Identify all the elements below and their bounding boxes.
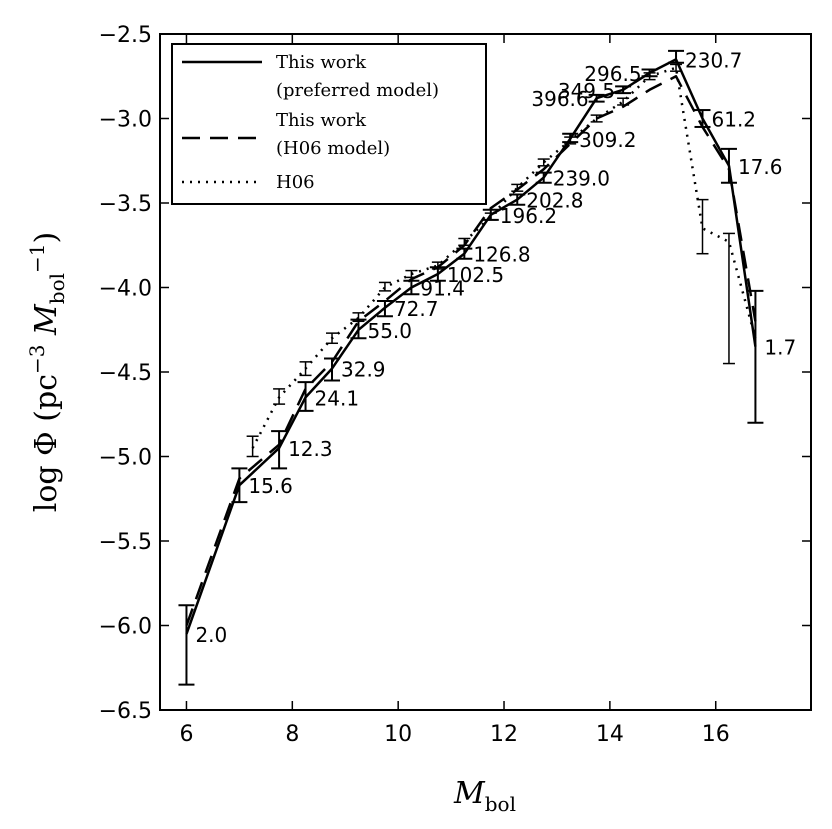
point-label-10: 196.2 (500, 204, 557, 228)
x-tick-label-2: 10 (384, 722, 412, 747)
point-label-20: 1.7 (764, 336, 796, 360)
series-line-dashed (185, 75, 757, 626)
error-bar-6 (376, 300, 393, 318)
x-tick-label-5: 16 (702, 722, 730, 747)
point-label-4: 32.9 (341, 358, 386, 382)
h06-error-bar-14 (617, 97, 630, 106)
y-tick-label-6: −3.5 (99, 192, 152, 217)
y-tick-label-5: −4.0 (99, 277, 152, 302)
y-tick-label-7: −3.0 (99, 108, 152, 133)
x-tick-label-1: 8 (285, 722, 299, 747)
error-bar-9 (456, 247, 473, 260)
y-tick-label-1: −6.0 (99, 615, 152, 640)
point-labels: 2.0 15.6 12.3 24.1 32.9 55.072.791.4102.5126.… (195, 48, 796, 647)
error-bar-20 (747, 289, 764, 424)
legend-box (171, 43, 487, 205)
x-axis-title-main: M (453, 776, 486, 811)
h06-error-bar-17 (696, 198, 709, 255)
point-label-1: 15.6 (248, 474, 293, 498)
point-label-9: 126.8 (473, 243, 530, 267)
h06-error-bar-3 (326, 332, 339, 345)
h06-error-bar-13 (590, 114, 603, 123)
error-bar-12 (535, 171, 552, 184)
error-bar-10 (482, 208, 499, 221)
h06-error-bar-18 (722, 232, 735, 365)
error-bar-8 (429, 266, 446, 282)
h06-error-bar-10 (511, 183, 524, 192)
y-axis-title-prefix: log Φ (pc (29, 374, 64, 512)
error-bar-11 (509, 193, 526, 206)
h06-error-bar-2 (299, 361, 312, 377)
y-axis-title: log Φ (pc−3 Mbol−1) (25, 232, 69, 512)
error-bar-7 (403, 279, 420, 296)
point-label-14: 396.6 (531, 87, 588, 111)
point-label-15: 349.5 (558, 79, 615, 103)
plot-frame (159, 33, 812, 711)
h06-error-bar-0 (246, 435, 259, 458)
h06-error-bar-16 (670, 63, 683, 72)
error-bar-17 (668, 49, 685, 64)
error-bar-14 (588, 93, 605, 103)
error-bar-0 (178, 604, 195, 686)
y-tick-label-2: −5.5 (99, 530, 152, 555)
point-label-0: 2.0 (195, 623, 227, 647)
legend-label-preferred-line1: This work (276, 52, 367, 73)
error-bar-16 (641, 68, 658, 78)
point-label-8: 102.5 (447, 263, 504, 287)
point-label-13: 309.2 (579, 128, 636, 152)
error-bar-18 (694, 109, 711, 128)
y-tick-label-8: −2.5 (99, 23, 152, 48)
y-tick-label-0: −6.5 (99, 699, 152, 724)
error-bar-13 (562, 132, 579, 144)
legend-label-h06-model-line2: (H06 model) (276, 138, 390, 159)
y-axis-title-sub: bol (45, 273, 69, 304)
h06-error-bar-8 (458, 237, 471, 246)
error-bar-5 (350, 318, 367, 340)
point-label-16: 296.5 (584, 62, 641, 86)
point-label-18: 61.2 (712, 108, 757, 132)
axis-ticks: 6 8 10 12 14 16 −6.5 −6.0 −5.5 −5.0 −4.5 −4.0 −3.5 −3… (99, 23, 811, 747)
y-axis-title-mid: M (29, 303, 64, 345)
y-axis-title-suffix: ) (29, 232, 64, 244)
y-tick-label-3: −5.0 (99, 446, 152, 471)
h06-error-bar-6 (405, 269, 418, 279)
error-bar-1 (231, 467, 248, 504)
x-axis-title-sub: bol (485, 792, 516, 816)
x-axis-title: Mbol (453, 776, 516, 816)
point-label-11: 202.8 (526, 189, 583, 213)
point-label-6: 72.7 (394, 297, 439, 321)
h06-error-bar-11 (537, 158, 550, 167)
point-label-17: 230.7 (685, 48, 742, 72)
legend-label-preferred-line2: (preferred model) (276, 80, 439, 101)
point-label-5: 55.0 (367, 319, 412, 343)
x-tick-label-0: 6 (179, 722, 193, 747)
y-axis-title-sup2: −1 (25, 243, 49, 272)
legend-label-h06-model-line1: This work (276, 110, 367, 131)
x-tick-label-4: 14 (596, 722, 624, 747)
legend: This work (preferred model) This work (H… (171, 43, 487, 205)
point-label-3: 24.1 (315, 386, 360, 410)
legend-label-h06: H06 (276, 172, 315, 193)
point-label-2: 12.3 (288, 437, 333, 461)
y-axis-title-sup1: −3 (25, 344, 49, 373)
y-tick-label-4: −4.5 (99, 361, 152, 386)
point-label-7: 91.4 (420, 277, 465, 301)
point-label-12: 239.0 (553, 167, 610, 191)
error-bar-15 (615, 85, 632, 95)
error-bar-2 (271, 430, 288, 470)
error-bar-4 (324, 357, 341, 382)
error-bar-3 (297, 381, 314, 412)
h06-error-bar-1 (273, 388, 286, 405)
point-label-19: 17.6 (738, 155, 783, 179)
x-tick-label-3: 12 (490, 722, 518, 747)
error-bars (178, 49, 764, 686)
error-bar-19 (720, 147, 737, 184)
h06-error-bar-5 (378, 281, 391, 292)
